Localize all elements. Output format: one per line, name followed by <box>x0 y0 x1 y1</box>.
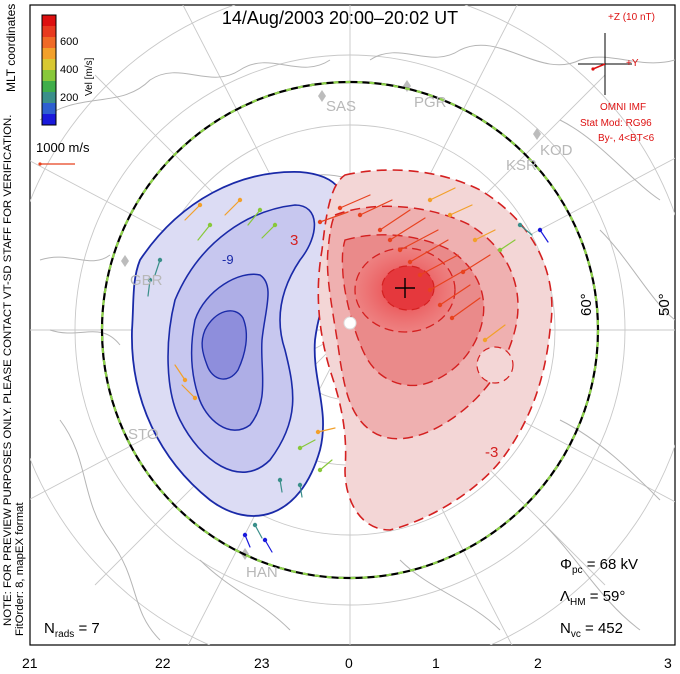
preview-note: NOTE: FOR PREVIEW PURPOSES ONLY. PLEASE … <box>2 114 14 626</box>
mlt-label-1: 1 <box>432 655 440 671</box>
stat-phi-pc: Φpc = 68 kV <box>560 556 638 576</box>
fitorder-note: FitOrder: 8, mapEX format <box>14 502 26 636</box>
map-title: 14/Aug/2003 20:00–20:02 UT <box>221 8 459 28</box>
velocity-colorbar <box>41 14 57 126</box>
imf-y-label: +Y <box>626 58 639 69</box>
mlt-label-0: 0 <box>345 655 353 671</box>
station-ksr: KSR <box>506 157 537 174</box>
coastlines <box>39 44 675 641</box>
stat-n-rads: Nrads = 7 <box>44 620 100 640</box>
colorbar-tick-200: 200 <box>60 92 79 104</box>
station-gbr: GBR <box>130 272 163 289</box>
heppner-maynard-boundary <box>100 80 600 580</box>
positive-potential-cell <box>317 169 553 531</box>
reference-vector-label: 1000 m/s <box>36 140 90 155</box>
negative-potential-cell <box>131 171 347 517</box>
mlt-label-23: 23 <box>254 655 270 671</box>
velocity-vectors <box>147 187 549 553</box>
colorbar-tick-400: 400 <box>60 64 79 76</box>
magnetic-pole-marker <box>343 316 357 330</box>
latitude-label-50: 50° <box>656 293 673 316</box>
station-kod: KOD <box>540 142 573 159</box>
mlt-label-2: 2 <box>534 655 542 671</box>
latitude-label-60: 60° <box>578 293 595 316</box>
colorbar-label: Vel [m/s] <box>84 57 95 96</box>
contour-label-neg3: -3 <box>485 444 499 461</box>
mlt-label-21: 21 <box>22 655 38 671</box>
imf-z-label: +Z (10 nT) <box>608 12 655 23</box>
coordinates-label: MLT coordinates <box>4 3 18 92</box>
station-sto: STO <box>128 426 159 443</box>
imf-clock-dial <box>578 33 632 95</box>
stat-lambda-hm: ΛHM = 59° <box>560 588 626 608</box>
imf-condition: By-, 4<BT<6 <box>598 133 655 144</box>
mlt-label-3: 3 <box>664 655 672 671</box>
mlt-label-22: 22 <box>155 655 171 671</box>
contour-label-3: 3 <box>290 232 299 249</box>
imf-source: OMNI IMF <box>600 102 647 113</box>
contour-label-neg9: -9 <box>222 252 234 267</box>
reference-vector <box>38 162 75 166</box>
station-pgr: PGR <box>414 94 447 111</box>
stat-n-vc: Nvc = 452 <box>560 620 623 640</box>
colorbar-tick-600: 600 <box>60 36 79 48</box>
imf-stat-mod: Stat Mod: RG96 <box>580 118 652 129</box>
station-han: HAN <box>246 564 278 581</box>
station-sas: SAS <box>326 98 357 115</box>
